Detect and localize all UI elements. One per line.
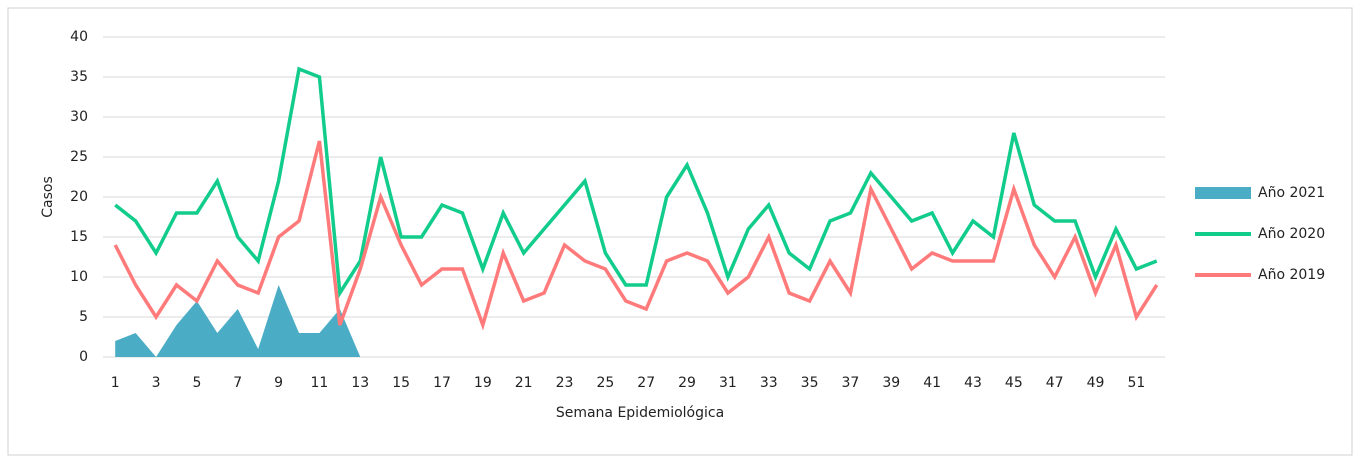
x-tick-label: 11 bbox=[311, 375, 329, 391]
y-tick-label: 30 bbox=[70, 109, 88, 125]
y-tick-label: 20 bbox=[70, 189, 88, 205]
y-tick-label: 40 bbox=[70, 29, 88, 45]
x-tick-label: 29 bbox=[678, 375, 696, 391]
x-tick-label: 13 bbox=[351, 375, 369, 391]
y-tick-label: 35 bbox=[70, 69, 88, 85]
x-tick-label: 45 bbox=[1005, 375, 1023, 391]
x-tick-label: 1 bbox=[111, 375, 120, 391]
y-tick-label: 25 bbox=[70, 149, 88, 165]
x-axis-label: Semana Epidemiológica bbox=[556, 405, 724, 421]
x-tick-label: 33 bbox=[760, 375, 778, 391]
x-tick-label: 35 bbox=[801, 375, 819, 391]
x-tick-label: 31 bbox=[719, 375, 737, 391]
x-tick-label: 23 bbox=[556, 375, 574, 391]
legend-label: Año 2021 bbox=[1258, 185, 1325, 201]
line bbox=[113, 140, 1159, 331]
x-tick-label: 9 bbox=[274, 375, 283, 391]
x-tick-label: 15 bbox=[392, 375, 410, 391]
x-tick-label: 27 bbox=[637, 375, 655, 391]
x-tick-label: 47 bbox=[1046, 375, 1064, 391]
y-tick-label: 5 bbox=[79, 309, 88, 325]
x-tick-label: 43 bbox=[964, 375, 982, 391]
x-tick-label: 41 bbox=[923, 375, 941, 391]
x-tick-label: 21 bbox=[515, 375, 533, 391]
x-tick-label: 49 bbox=[1087, 375, 1105, 391]
legend-label: Año 2019 bbox=[1258, 267, 1325, 283]
y-tick-label: 15 bbox=[70, 229, 88, 245]
legend-label: Año 2020 bbox=[1258, 226, 1325, 242]
x-tick-label: 19 bbox=[474, 375, 492, 391]
x-tick-label: 3 bbox=[152, 375, 161, 391]
chart-frame bbox=[7, 7, 1353, 456]
x-tick-label: 25 bbox=[596, 375, 614, 391]
area bbox=[115, 285, 361, 357]
x-tick-label: 5 bbox=[192, 375, 201, 391]
y-tick-label: 0 bbox=[79, 349, 88, 365]
x-tick-label: 7 bbox=[233, 375, 242, 391]
x-tick-label: 17 bbox=[433, 375, 451, 391]
x-tick-label: 39 bbox=[882, 375, 900, 391]
line bbox=[114, 66, 1158, 299]
legend-swatch bbox=[1195, 187, 1251, 199]
x-tick-label: 51 bbox=[1127, 375, 1145, 391]
y-tick-label: 10 bbox=[70, 269, 88, 285]
x-tick-label: 37 bbox=[842, 375, 860, 391]
y-axis-label: Casos bbox=[40, 176, 56, 218]
